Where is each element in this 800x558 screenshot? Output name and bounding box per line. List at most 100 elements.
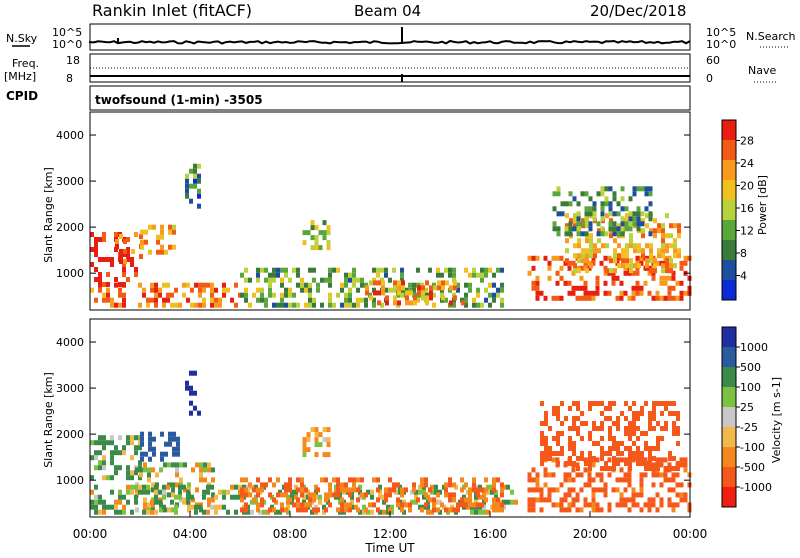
heatmap-cell	[500, 487, 504, 493]
heatmap-cell	[348, 277, 352, 283]
heatmap-cell	[140, 229, 144, 235]
heatmap-cell	[628, 461, 632, 466]
heatmap-cell	[671, 285, 676, 291]
heatmap-cell	[167, 492, 171, 498]
heatmap-cell	[318, 499, 322, 505]
heatmap-cell	[314, 504, 318, 510]
heatmap-cell	[272, 482, 276, 488]
heatmap-cell	[162, 494, 166, 500]
heatmap-cell	[384, 487, 388, 493]
heatmap-cell	[639, 285, 644, 291]
heatmap-cell	[440, 272, 444, 278]
heatmap-cell	[478, 509, 482, 515]
heatmap-cell	[405, 295, 409, 301]
heatmap-cell	[408, 287, 412, 293]
heatmap-cell	[629, 263, 633, 269]
heatmap-cell	[632, 186, 637, 192]
heatmap-cell	[324, 477, 328, 483]
heatmap-cell	[644, 206, 649, 212]
heatmap-cell	[585, 258, 589, 264]
heatmap-cell	[593, 253, 597, 259]
heatmap-cell	[368, 502, 372, 508]
heatmap-cell	[437, 285, 441, 291]
heatmap-cell	[609, 218, 613, 224]
heatmap-cell	[623, 290, 628, 296]
heatmap-cell	[671, 275, 676, 281]
colorbar-segment	[722, 140, 736, 161]
heatmap-cell	[256, 287, 260, 293]
heatmap-cell	[560, 421, 564, 426]
heatmap-cell	[143, 502, 147, 508]
heatmap-cell	[256, 487, 260, 493]
heatmap-cell	[160, 229, 164, 235]
heatmap-cell	[639, 507, 644, 513]
heatmap-cell	[464, 267, 468, 273]
heatmap-cell	[535, 295, 540, 301]
heatmap-cell	[270, 504, 274, 510]
heatmap-cell	[620, 226, 625, 232]
heatmap-cell	[480, 487, 484, 493]
beam-label: Beam 04	[354, 2, 421, 20]
heatmap-cell	[175, 482, 179, 488]
heatmap-cell	[527, 502, 532, 508]
heatmap-cell	[675, 295, 680, 301]
heatmap-cell	[98, 257, 102, 262]
heatmap-cell	[140, 244, 144, 250]
heatmap-cell	[484, 297, 488, 303]
heatmap-cell	[599, 260, 604, 266]
heatmap-cell	[296, 507, 300, 513]
heatmap-cell	[234, 282, 238, 288]
heatmap-cell	[126, 465, 130, 471]
colorbar-segment	[722, 220, 736, 241]
heatmap-cell	[170, 499, 174, 505]
heatmap-cell	[464, 482, 468, 488]
heatmap-cell	[163, 507, 167, 513]
heatmap-cell	[639, 477, 644, 483]
heatmap-cell	[589, 263, 593, 269]
heatmap-cell	[653, 268, 657, 274]
heatmap-cell	[110, 450, 114, 456]
heatmap-cell	[300, 277, 304, 283]
heatmap-cell	[652, 426, 656, 431]
heatmap-cell	[210, 484, 214, 490]
colorbar-segment	[722, 120, 736, 141]
heatmap-cell	[144, 229, 148, 235]
heatmap-cell	[376, 477, 380, 483]
heatmap-cell	[189, 410, 193, 416]
heatmap-cell	[649, 268, 653, 274]
heatmap-cell	[326, 230, 331, 236]
heatmap-cell	[421, 290, 425, 296]
heatmap-cell	[633, 243, 637, 249]
heatmap-cell	[123, 239, 127, 244]
heatmap-cell	[126, 257, 130, 262]
heatmap-cell	[264, 267, 268, 273]
heatmap-cell	[568, 456, 572, 461]
heatmap-cell	[673, 253, 677, 259]
heatmap-cell	[631, 295, 636, 301]
heatmap-cell	[308, 282, 312, 288]
heatmap-cell	[348, 477, 352, 483]
heatmap-cell	[172, 229, 176, 235]
heatmap-cell	[142, 489, 146, 495]
heatmap-cell	[667, 285, 672, 291]
heatmap-cell	[428, 497, 432, 503]
heatmap-cell	[635, 255, 640, 261]
heatmap-cell	[510, 489, 514, 495]
heatmap-cell	[640, 406, 644, 411]
heatmap-cell	[144, 451, 148, 457]
heatmap-cell	[336, 487, 340, 493]
heatmap-cell	[661, 263, 665, 269]
heatmap-cell	[543, 497, 548, 503]
heatmap-cell	[640, 411, 644, 416]
heatmap-cell	[527, 270, 532, 276]
heatmap-cell	[356, 487, 360, 493]
heatmap-cell	[397, 285, 401, 291]
heatmap-cell	[671, 472, 676, 478]
heatmap-cell	[300, 492, 304, 498]
heatmap-cell	[260, 287, 264, 293]
heatmap-cell	[580, 231, 585, 237]
heatmap-cell	[300, 477, 304, 483]
heatmap-cell	[114, 282, 118, 288]
heatmap-cell	[336, 492, 340, 498]
heatmap-cell	[106, 287, 110, 293]
